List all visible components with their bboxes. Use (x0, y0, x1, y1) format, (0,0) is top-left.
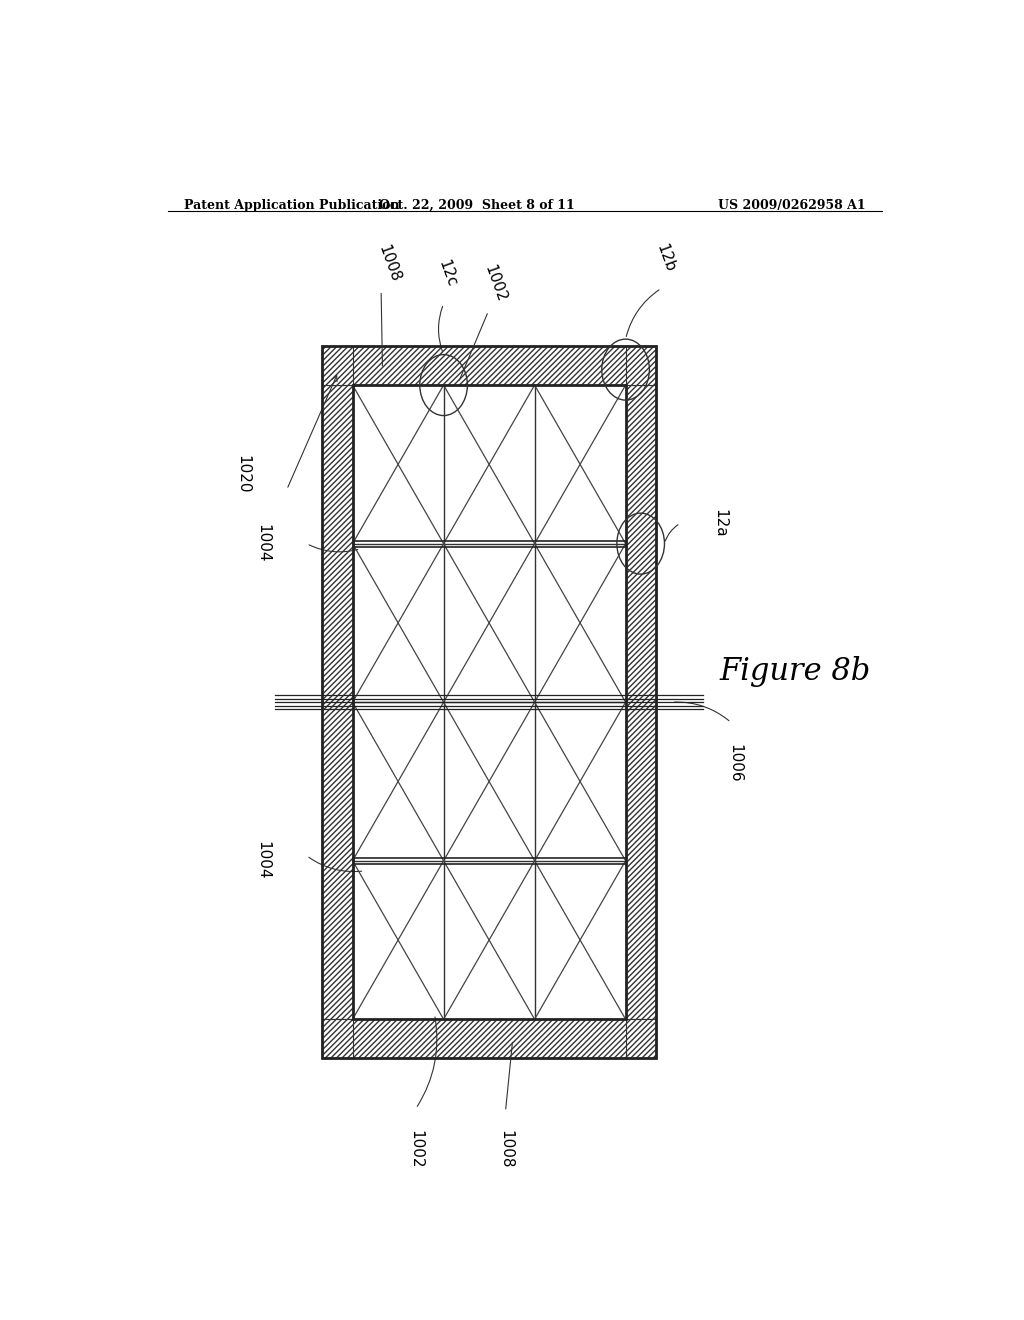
Polygon shape (626, 385, 655, 1019)
Polygon shape (323, 346, 655, 385)
Polygon shape (323, 1019, 352, 1057)
Polygon shape (626, 1019, 655, 1057)
Text: 12b: 12b (653, 242, 677, 275)
Bar (352, 385, 626, 1019)
Polygon shape (323, 385, 352, 1019)
Text: 12a: 12a (713, 510, 727, 537)
Text: 1004: 1004 (255, 841, 270, 880)
Text: Oct. 22, 2009  Sheet 8 of 11: Oct. 22, 2009 Sheet 8 of 11 (379, 199, 575, 213)
Text: 1002: 1002 (409, 1130, 423, 1168)
Text: 1002: 1002 (481, 263, 509, 304)
Polygon shape (323, 346, 352, 385)
Text: 1004: 1004 (255, 524, 270, 562)
Text: 1006: 1006 (728, 744, 742, 783)
Polygon shape (323, 1019, 655, 1057)
Text: 1020: 1020 (236, 455, 251, 494)
Bar (352, 385, 626, 1019)
Text: 1008: 1008 (376, 243, 402, 284)
Text: Figure 8b: Figure 8b (719, 656, 870, 688)
Polygon shape (626, 346, 655, 385)
Text: 1008: 1008 (499, 1130, 513, 1168)
Text: Patent Application Publication: Patent Application Publication (183, 199, 399, 213)
Bar (323, 346, 655, 1057)
Text: US 2009/0262958 A1: US 2009/0262958 A1 (719, 199, 866, 213)
Text: 12c: 12c (436, 257, 460, 289)
